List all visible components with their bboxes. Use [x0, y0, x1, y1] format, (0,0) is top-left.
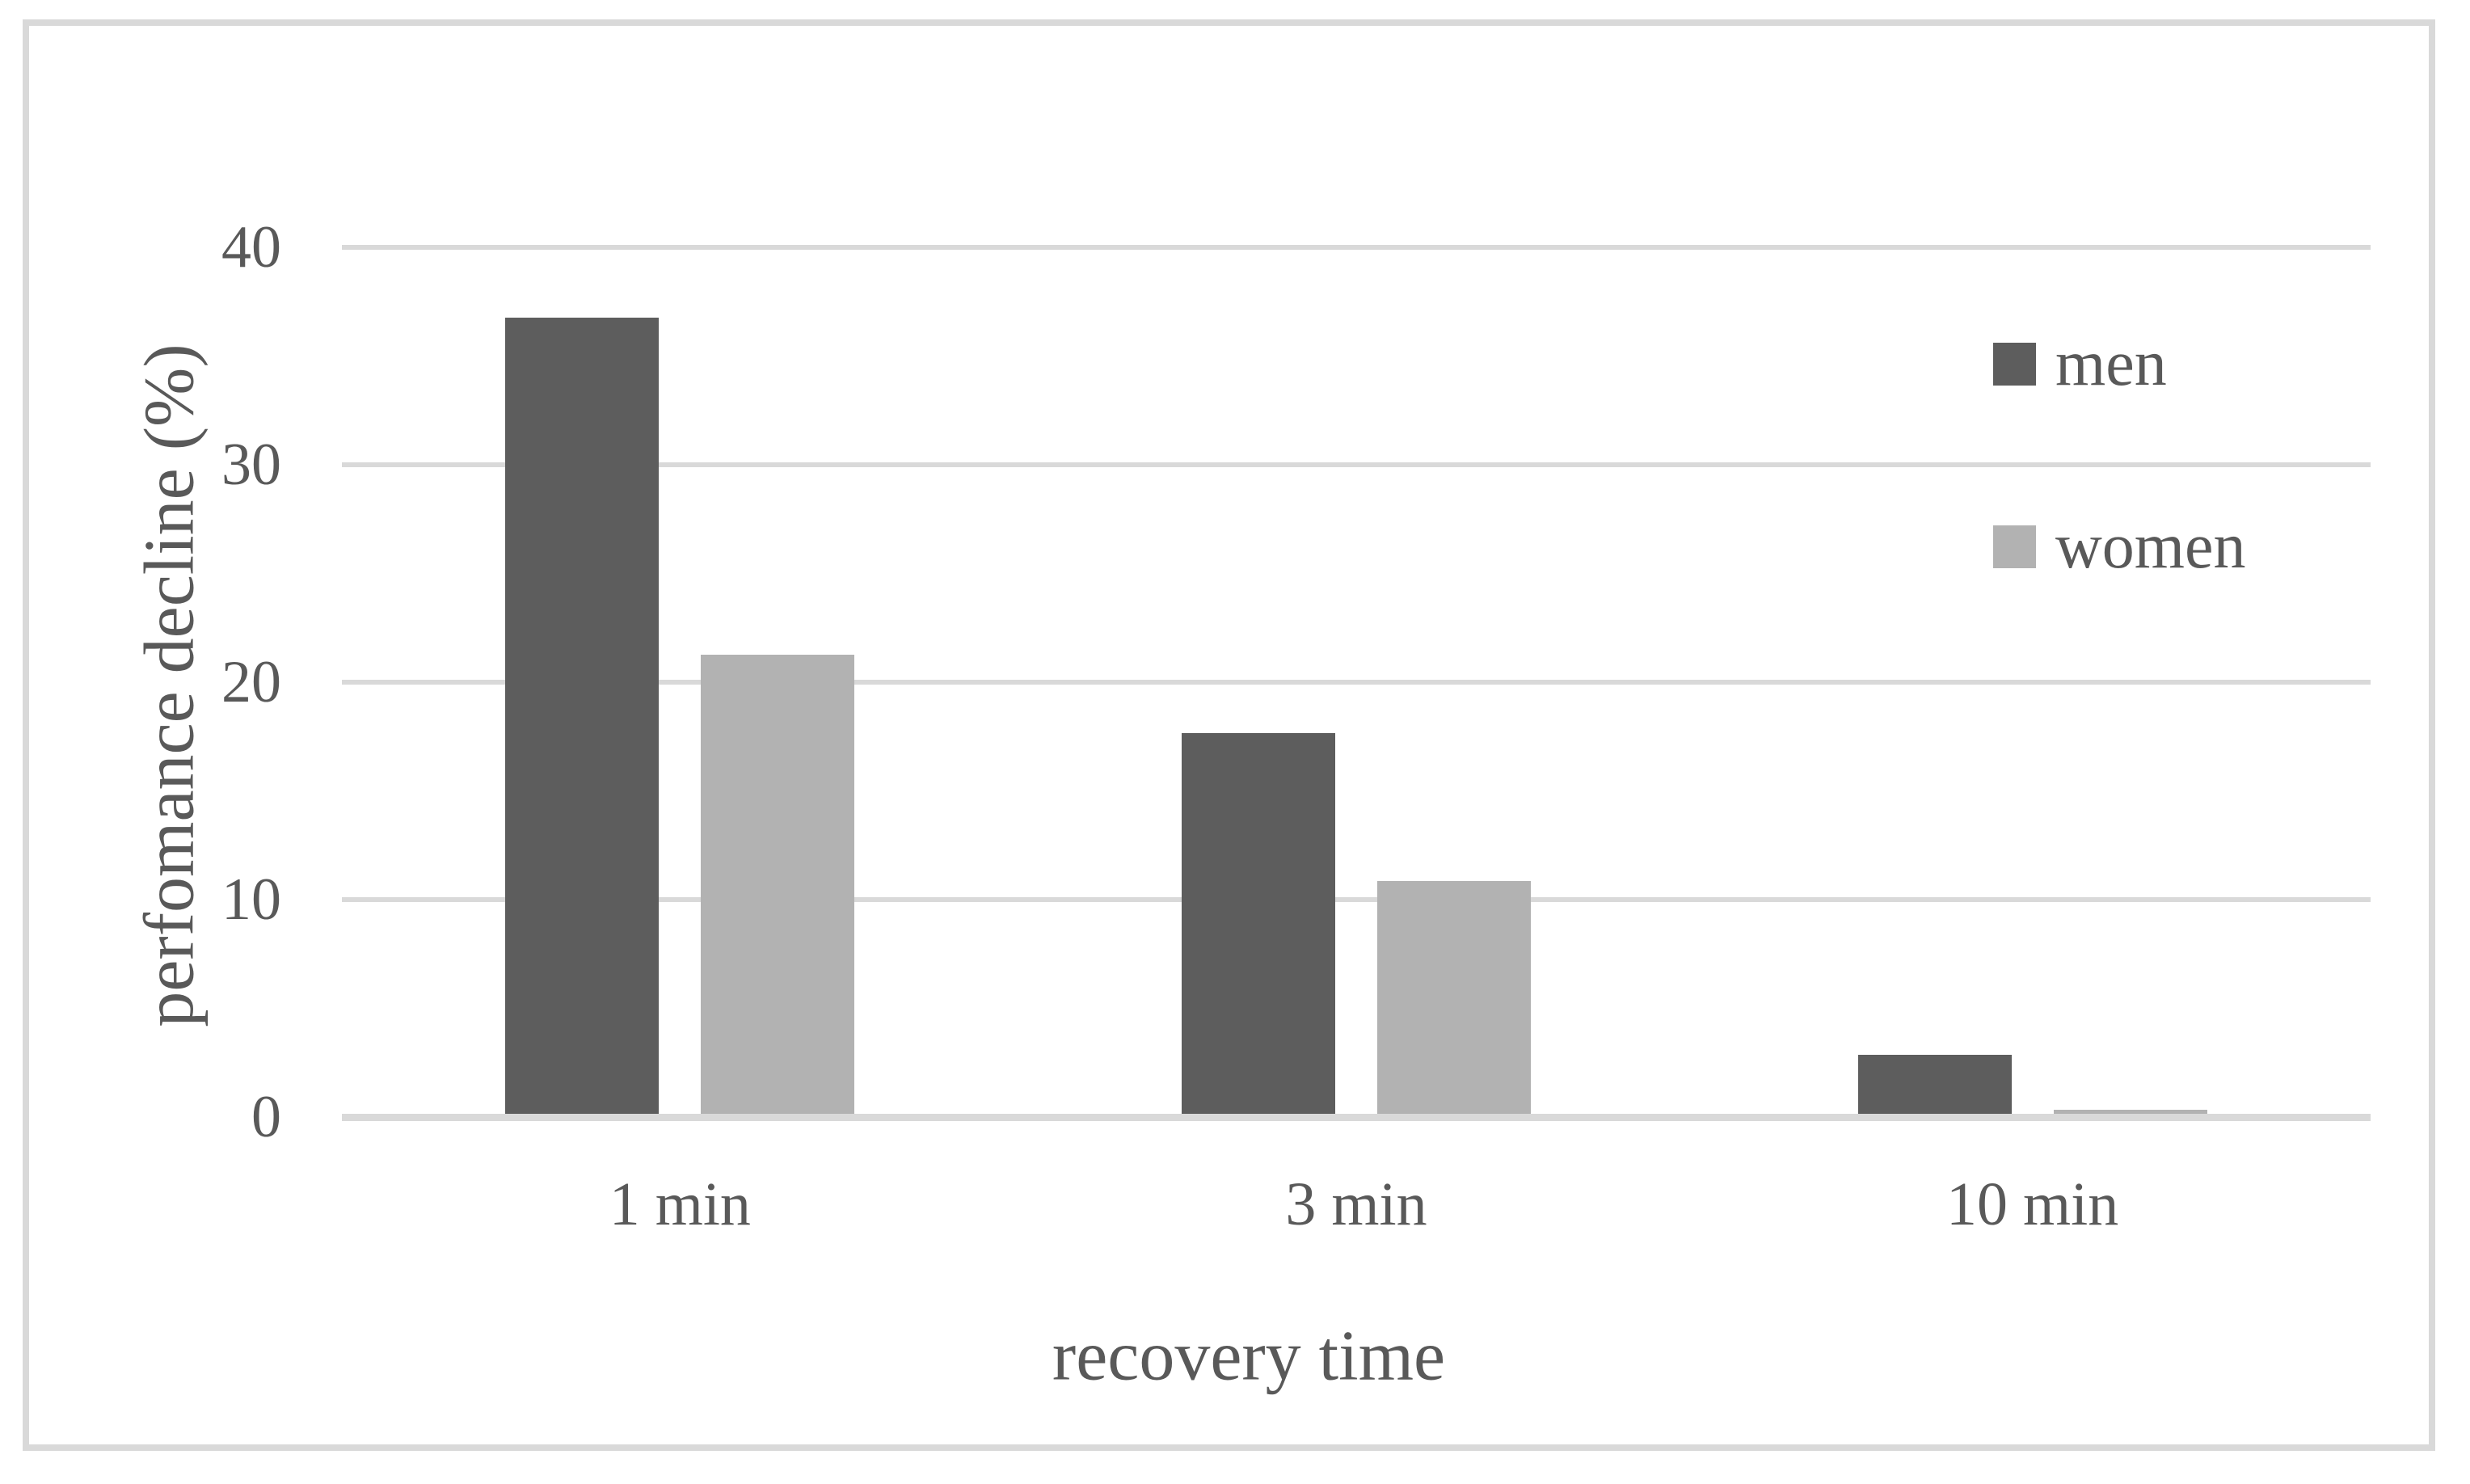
x-tick-label-3-min: 3 min [1285, 1170, 1427, 1238]
gridline-30 [342, 462, 2371, 467]
bar-women-1-min [701, 655, 855, 1114]
x-tick-label-1-min: 1 min [609, 1170, 751, 1238]
bar-women-3-min [1377, 881, 1531, 1114]
legend: men women [1993, 323, 2333, 587]
legend-swatch-women [1993, 525, 2036, 568]
bar-men-1-min [505, 318, 660, 1114]
legend-item-men: men [1993, 323, 2333, 404]
y-tick-label-30: 30 [221, 432, 281, 498]
legend-label-women: women [2055, 511, 2246, 582]
legend-label-men: men [2055, 328, 2167, 399]
gridline-20 [342, 680, 2371, 685]
gridline-40 [342, 245, 2371, 250]
legend-item-women: women [1993, 506, 2333, 587]
y-tick-label-20: 20 [221, 649, 281, 715]
gridline-10 [342, 897, 2371, 902]
y-axis-title: perfomance decline (%) [130, 344, 209, 1027]
x-axis-title: recovery time [1052, 1317, 1446, 1396]
x-axis-line [342, 1113, 2371, 1121]
figure-border [23, 19, 2435, 1451]
bar-men-10-min [1857, 1055, 2012, 1114]
bar-women-10-min [2053, 1109, 2207, 1114]
y-tick-label-0: 0 [251, 1084, 281, 1150]
legend-swatch-men [1993, 342, 2036, 386]
y-tick-label-40: 40 [221, 214, 281, 280]
bar-men-3-min [1182, 733, 1335, 1114]
x-tick-label-10-min: 10 min [1946, 1170, 2119, 1238]
y-tick-label-10: 10 [221, 866, 281, 933]
